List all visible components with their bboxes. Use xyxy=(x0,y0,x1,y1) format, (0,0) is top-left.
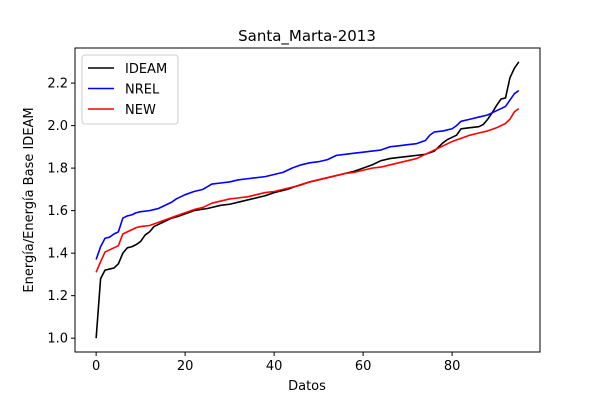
x-tick-label: 40 xyxy=(266,359,283,374)
y-axis-label: Energía/Energía Base IDEAM xyxy=(22,107,37,292)
y-tick-label: 2.0 xyxy=(47,119,68,134)
series-line-nrel xyxy=(95,89,520,260)
legend-label: NREL xyxy=(125,83,160,98)
x-tick-label: 80 xyxy=(444,359,461,374)
y-tick-label: 1.8 xyxy=(47,162,68,177)
y-axis: 1.0 1.2 1.4 1.6 1.8 2.0 2.2 xyxy=(47,77,75,347)
x-tick-label: 20 xyxy=(177,359,194,374)
x-axis: 0 20 40 60 80 xyxy=(92,352,460,374)
x-axis-label: Datos xyxy=(288,379,326,394)
series-line-new xyxy=(95,107,520,273)
chart-title: Santa_Marta-2013 xyxy=(238,27,376,46)
y-tick-label: 1.2 xyxy=(47,289,68,304)
y-tick-label: 2.2 xyxy=(47,77,68,92)
legend-box xyxy=(81,54,179,125)
x-tick-label: 0 xyxy=(92,359,100,374)
x-tick-label: 60 xyxy=(355,359,372,374)
y-tick-label: 1.6 xyxy=(47,204,68,219)
legend-label: IDEAM xyxy=(125,62,167,77)
plot-area xyxy=(74,47,541,353)
y-tick-label: 1.0 xyxy=(47,332,68,347)
legend: IDEAM NREL NEW xyxy=(81,54,179,125)
plot-frame xyxy=(74,47,541,353)
series-layer xyxy=(95,61,520,339)
y-tick-label: 1.4 xyxy=(47,247,68,262)
legend-label: NEW xyxy=(125,103,156,118)
